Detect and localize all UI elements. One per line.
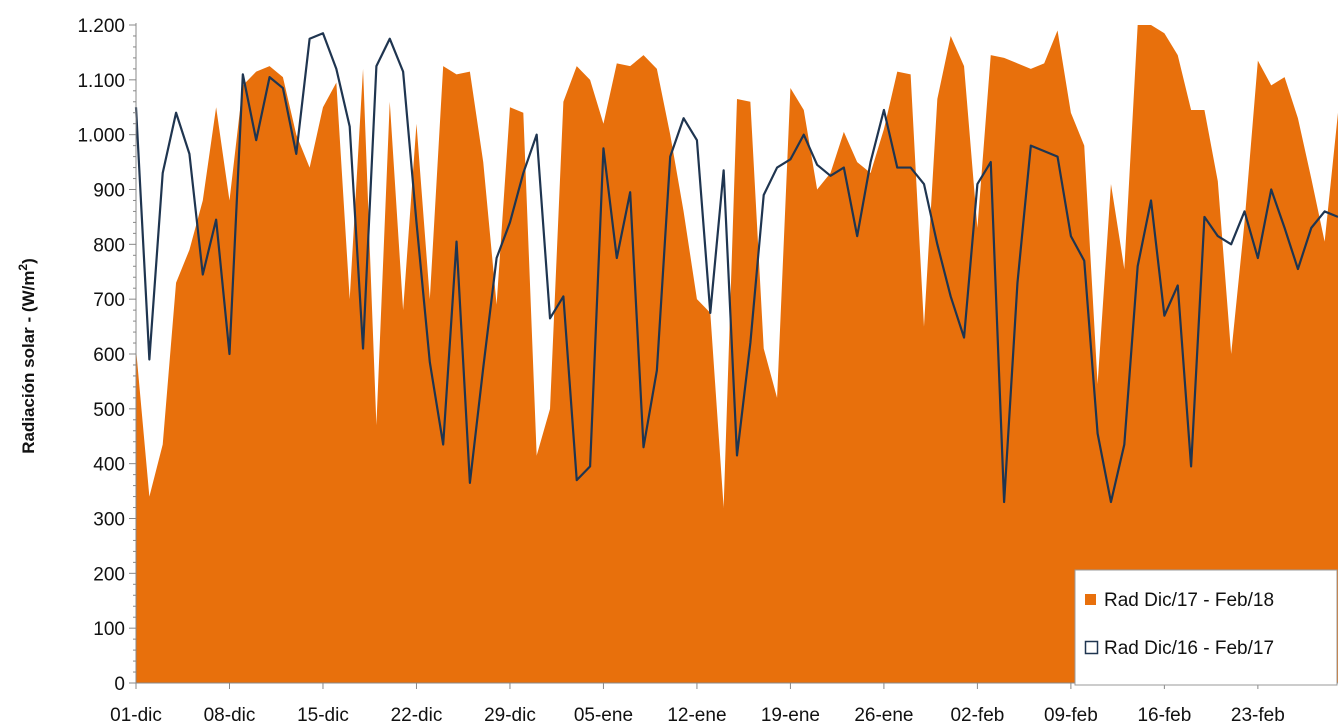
y-tick-label: 0 [114, 674, 125, 695]
y-tick-label: 100 [93, 619, 125, 640]
y-axis-title-close: ) [19, 258, 38, 264]
y-tick-label: 800 [93, 235, 125, 256]
x-tick-label: 12-ene [667, 705, 726, 724]
y-tick-label: 600 [93, 345, 125, 366]
y-axis-title-superscript: 2 [16, 264, 30, 271]
legend: Rad Dic/17 - Feb/18 Rad Dic/16 - Feb/17 [1074, 569, 1338, 686]
y-axis-title-group: Radiación solar - (W/m2) [16, 258, 38, 454]
y-tick-label: 400 [93, 455, 125, 476]
y-tick-label: 900 [93, 181, 125, 202]
x-tick-label: 08-dic [204, 705, 256, 724]
plot-area [134, 25, 1338, 683]
legend-swatch-line [1084, 640, 1099, 655]
x-tick-label: 16-feb [1137, 705, 1191, 724]
x-tick-label: 01-dic [110, 705, 162, 724]
x-tick-label: 19-ene [761, 705, 820, 724]
y-tick-label: 1.000 [77, 126, 125, 147]
series-area-dic17-feb18 [136, 25, 1338, 683]
x-tick-label: 29-dic [484, 705, 536, 724]
y-tick-label: 1.100 [77, 71, 125, 92]
x-tick-label: 02-feb [950, 705, 1004, 724]
x-tick-label: 26-ene [854, 705, 913, 724]
y-axis-title: Radiación solar - (W/m2) [16, 258, 38, 454]
x-tick-label: 22-dic [391, 705, 443, 724]
legend-swatch-area [1085, 594, 1096, 605]
y-tick-label: 300 [93, 510, 125, 531]
y-axis-title-main: Radiación solar - (W/m [19, 271, 38, 454]
x-tick-label: 23-feb [1231, 705, 1285, 724]
legend-box [1074, 569, 1338, 686]
tick-labels: 0 100 200 300 400 500 600 700 800 900 1.000 1.100 1.… [77, 16, 1284, 724]
legend-label-line: Rad Dic/16 - Feb/17 [1104, 638, 1274, 659]
series-line-dic16-feb17 [134, 32, 1338, 504]
x-tick-label: 05-ene [574, 705, 633, 724]
y-tick-label: 700 [93, 290, 125, 311]
y-tick-label: 200 [93, 564, 125, 585]
x-tick-label: 09-feb [1044, 705, 1098, 724]
x-tick-label: 15-dic [297, 705, 349, 724]
y-tick-label: 1.200 [77, 16, 125, 37]
legend-label-area: Rad Dic/17 - Feb/18 [1104, 590, 1274, 611]
y-tick-label: 500 [93, 400, 125, 421]
